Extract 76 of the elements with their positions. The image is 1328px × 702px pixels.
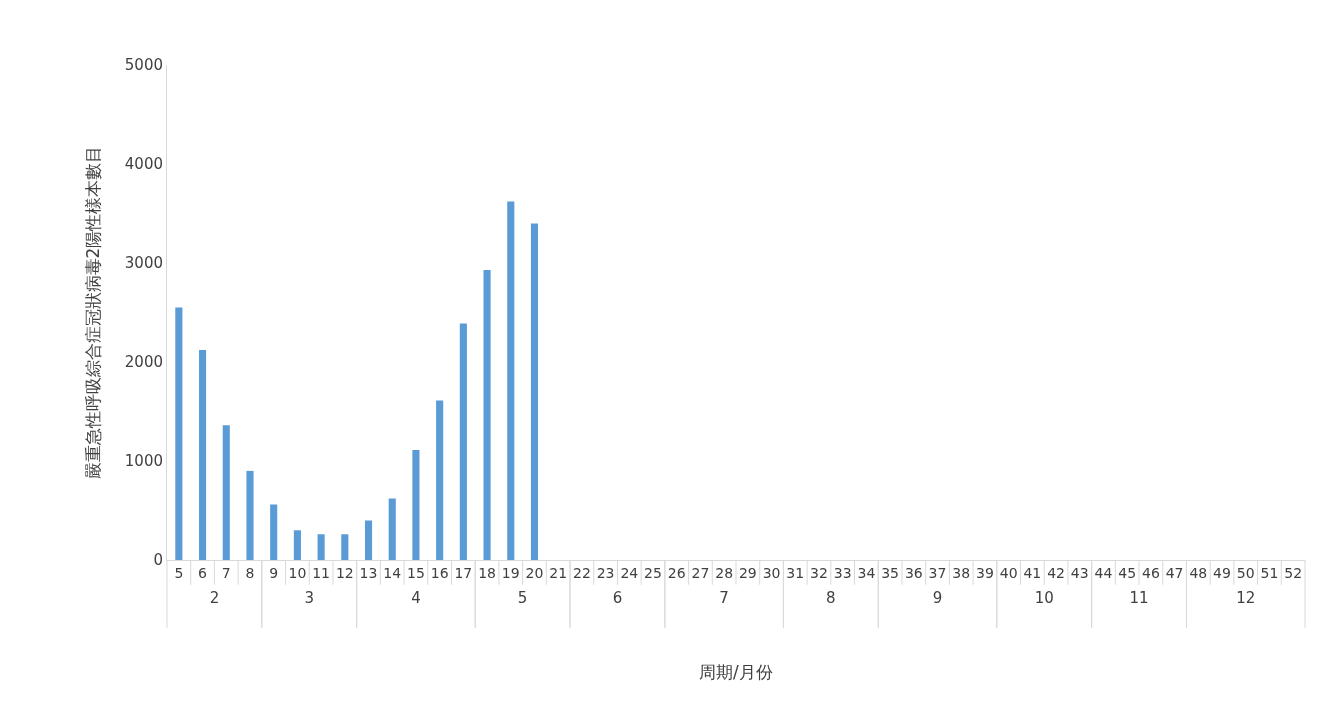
x-tick-label: 11 <box>312 564 331 581</box>
x-tick-label: 48 <box>1189 564 1208 581</box>
text: 周期/月份 <box>699 662 773 682</box>
x-axis-title: 12 <box>1236 588 1256 607</box>
y-tick-label: 5000 <box>124 56 163 75</box>
x-tick-label: 29 <box>738 564 757 581</box>
y-axis-title: 嚴重急性呼吸綜合症冠狀病毒2陽性樣本數目 <box>83 145 104 480</box>
y-tick-label: 1000 <box>124 452 163 471</box>
x-tick-label: 39 <box>976 564 994 581</box>
x-tick-label: 31 <box>786 564 805 581</box>
x-tick-label: 23 <box>596 564 615 581</box>
x-tick-label: 7 <box>221 564 231 581</box>
x-tick-label: 46 <box>1141 564 1160 581</box>
x-axis-title: 7 <box>719 588 729 607</box>
x-tick-label: 25 <box>644 564 662 581</box>
x-tick-label: 41 <box>1023 564 1042 581</box>
x-axis-title: 10 <box>1034 588 1054 607</box>
x-tick-label: 37 <box>928 564 947 581</box>
x-tick-label: 19 <box>501 564 520 581</box>
x-tick-label: 52 <box>1284 564 1303 581</box>
x-tick-label: 50 <box>1236 564 1255 581</box>
x-tick-label: 5 <box>174 564 184 581</box>
x-tick-label: 43 <box>1070 564 1089 581</box>
x-tick-label: 36 <box>904 564 923 581</box>
x-tick-label: 44 <box>1094 564 1113 581</box>
x-tick-label: 49 <box>1213 564 1231 581</box>
bar <box>459 323 467 560</box>
x-tick-label: 22 <box>572 564 591 581</box>
x-axis-title: 9 <box>932 588 943 607</box>
x-tick-label: 15 <box>407 564 425 581</box>
x-tick-label: 16 <box>430 564 449 581</box>
bar <box>436 400 444 560</box>
x-tick-label: 21 <box>549 564 568 581</box>
x-axis-title: 6 <box>612 588 623 607</box>
x-tick-label: 18 <box>478 564 496 581</box>
x-tick-label: 42 <box>1047 564 1065 581</box>
x-tick-label: 30 <box>762 564 781 581</box>
x-axis-title: 5 <box>517 588 528 607</box>
x-tick-label: 20 <box>525 564 544 581</box>
x-tick-label: 17 <box>454 564 473 581</box>
x-tick-label: 28 <box>715 564 734 581</box>
x-tick-label: 9 <box>269 564 279 581</box>
x-axis-title: 2 <box>209 588 220 607</box>
x-tick-label: 40 <box>999 564 1018 581</box>
x-tick-label: 35 <box>881 564 900 581</box>
x-axis-title: 3 <box>304 588 315 607</box>
x-tick-label: 34 <box>857 564 876 581</box>
x-tick-label: 10 <box>288 564 307 581</box>
bar <box>388 498 396 560</box>
bar <box>199 350 207 560</box>
x-tick-label: 27 <box>691 564 710 581</box>
bar <box>175 307 183 560</box>
x-tick-label: 51 <box>1260 564 1279 581</box>
x-tick-label: 32 <box>810 564 828 581</box>
x-tick-label: 8 <box>245 564 255 581</box>
y-tick-label: 2000 <box>124 353 163 372</box>
y-tick-label: 3000 <box>124 254 163 273</box>
x-axis-title: 8 <box>826 588 836 607</box>
bar <box>246 470 254 560</box>
x-tick-label: 12 <box>335 564 354 581</box>
x-tick-label: 14 <box>383 564 402 581</box>
y-tick-label: 0 <box>153 551 163 570</box>
bar <box>412 450 420 560</box>
y-tick-label: 4000 <box>124 155 163 174</box>
x-axis-title: 4 <box>411 588 421 607</box>
x-tick-label: 45 <box>1118 564 1137 581</box>
x-tick-label: 13 <box>359 564 378 581</box>
x-tick-label: 38 <box>952 564 971 581</box>
x-tick-label: 33 <box>833 564 852 581</box>
x-axis-title: 11 <box>1129 588 1149 607</box>
x-tick-label: 24 <box>620 564 639 581</box>
x-tick-label: 47 <box>1165 564 1184 581</box>
bar <box>364 520 373 560</box>
bar <box>222 425 230 560</box>
x-tick-label: 6 <box>198 564 208 581</box>
x-tick-label: 26 <box>667 564 686 581</box>
